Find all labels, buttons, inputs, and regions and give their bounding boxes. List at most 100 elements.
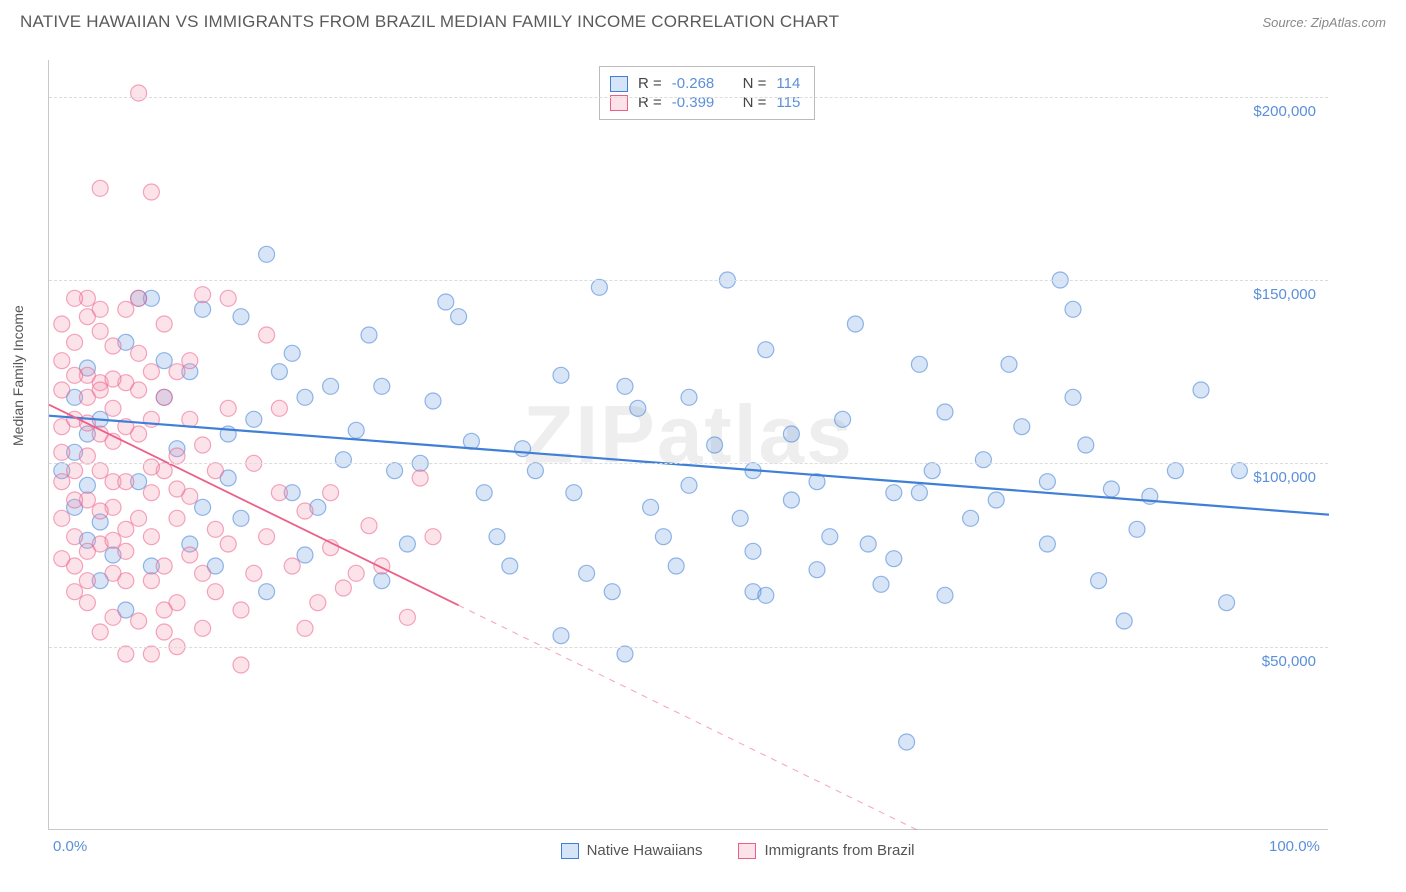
scatter-point bbox=[67, 463, 83, 479]
chart-plot-area: ZIPatlas R =-0.268 N =114R =-0.399 N =11… bbox=[48, 60, 1328, 830]
scatter-point bbox=[988, 492, 1004, 508]
scatter-point bbox=[438, 294, 454, 310]
scatter-point bbox=[1167, 463, 1183, 479]
scatter-point bbox=[335, 452, 351, 468]
scatter-point bbox=[489, 529, 505, 545]
y-tick-label: $100,000 bbox=[1253, 469, 1316, 486]
scatter-point bbox=[143, 184, 159, 200]
scatter-point bbox=[323, 485, 339, 501]
scatter-point bbox=[207, 463, 223, 479]
scatter-point bbox=[911, 485, 927, 501]
scatter-point bbox=[169, 510, 185, 526]
regression-row: R =-0.268 N =114 bbox=[610, 75, 800, 92]
scatter-point bbox=[118, 521, 134, 537]
scatter-point bbox=[143, 529, 159, 545]
scatter-point bbox=[67, 492, 83, 508]
scatter-point bbox=[1065, 301, 1081, 317]
scatter-point bbox=[758, 342, 774, 358]
scatter-point bbox=[54, 474, 70, 490]
scatter-point bbox=[937, 404, 953, 420]
scatter-point bbox=[387, 463, 403, 479]
scatter-point bbox=[118, 573, 134, 589]
scatter-point bbox=[143, 459, 159, 475]
scatter-point bbox=[233, 309, 249, 325]
x-tick-label: 0.0% bbox=[53, 838, 87, 855]
scatter-point bbox=[92, 382, 108, 398]
y-tick-label: $50,000 bbox=[1262, 653, 1316, 670]
scatter-point bbox=[335, 580, 351, 596]
scatter-point bbox=[92, 463, 108, 479]
scatter-point bbox=[1065, 389, 1081, 405]
scatter-point bbox=[284, 558, 300, 574]
scatter-point bbox=[937, 587, 953, 603]
scatter-point bbox=[579, 565, 595, 581]
scatter-point bbox=[182, 353, 198, 369]
r-label: R = bbox=[638, 75, 662, 92]
scatter-point bbox=[169, 364, 185, 380]
scatter-point bbox=[67, 290, 83, 306]
scatter-point bbox=[617, 646, 633, 662]
scatter-point bbox=[156, 316, 172, 332]
scatter-point bbox=[835, 411, 851, 427]
scatter-point bbox=[655, 529, 671, 545]
scatter-point bbox=[745, 543, 761, 559]
scatter-point bbox=[297, 503, 313, 519]
scatter-point bbox=[425, 393, 441, 409]
scatter-point bbox=[131, 345, 147, 361]
scatter-point bbox=[975, 452, 991, 468]
scatter-point bbox=[1014, 419, 1030, 435]
scatter-point bbox=[105, 609, 121, 625]
scatter-point bbox=[553, 367, 569, 383]
scatter-point bbox=[105, 400, 121, 416]
scatter-point bbox=[566, 485, 582, 501]
scatter-point bbox=[323, 378, 339, 394]
scatter-point bbox=[92, 301, 108, 317]
scatter-point bbox=[54, 444, 70, 460]
scatter-point bbox=[195, 499, 211, 515]
scatter-point bbox=[182, 547, 198, 563]
gridline-horizontal bbox=[49, 97, 1328, 98]
scatter-point bbox=[527, 463, 543, 479]
scatter-point bbox=[220, 536, 236, 552]
legend-swatch bbox=[610, 76, 628, 92]
y-tick-label: $150,000 bbox=[1253, 286, 1316, 303]
scatter-point bbox=[911, 356, 927, 372]
scatter-point bbox=[502, 558, 518, 574]
scatter-point bbox=[195, 565, 211, 581]
legend-item: Native Hawaiians bbox=[561, 842, 703, 859]
scatter-point bbox=[131, 613, 147, 629]
scatter-point bbox=[732, 510, 748, 526]
scatter-point bbox=[630, 400, 646, 416]
n-label: N = bbox=[743, 75, 767, 92]
scatter-point bbox=[54, 551, 70, 567]
scatter-point bbox=[668, 558, 684, 574]
scatter-point bbox=[591, 279, 607, 295]
scatter-point bbox=[92, 180, 108, 196]
scatter-point bbox=[860, 536, 876, 552]
scatter-point bbox=[156, 624, 172, 640]
trend-line-dashed bbox=[459, 605, 918, 830]
scatter-point bbox=[118, 301, 134, 317]
scatter-point bbox=[681, 389, 697, 405]
scatter-point bbox=[783, 492, 799, 508]
scatter-point bbox=[348, 565, 364, 581]
scatter-point bbox=[310, 595, 326, 611]
scatter-point bbox=[1039, 536, 1055, 552]
scatter-point bbox=[169, 448, 185, 464]
legend-swatch bbox=[738, 843, 756, 859]
scatter-point bbox=[259, 529, 275, 545]
scatter-point bbox=[195, 437, 211, 453]
scatter-point bbox=[233, 602, 249, 618]
chart-source: Source: ZipAtlas.com bbox=[1262, 15, 1386, 30]
scatter-point bbox=[79, 448, 95, 464]
scatter-point bbox=[1103, 481, 1119, 497]
scatter-point bbox=[54, 353, 70, 369]
scatter-point bbox=[92, 323, 108, 339]
scatter-point bbox=[259, 246, 275, 262]
scatter-point bbox=[220, 290, 236, 306]
scatter-point bbox=[476, 485, 492, 501]
scatter-point bbox=[195, 620, 211, 636]
scatter-point bbox=[361, 327, 377, 343]
scatter-point bbox=[67, 584, 83, 600]
scatter-point bbox=[67, 367, 83, 383]
